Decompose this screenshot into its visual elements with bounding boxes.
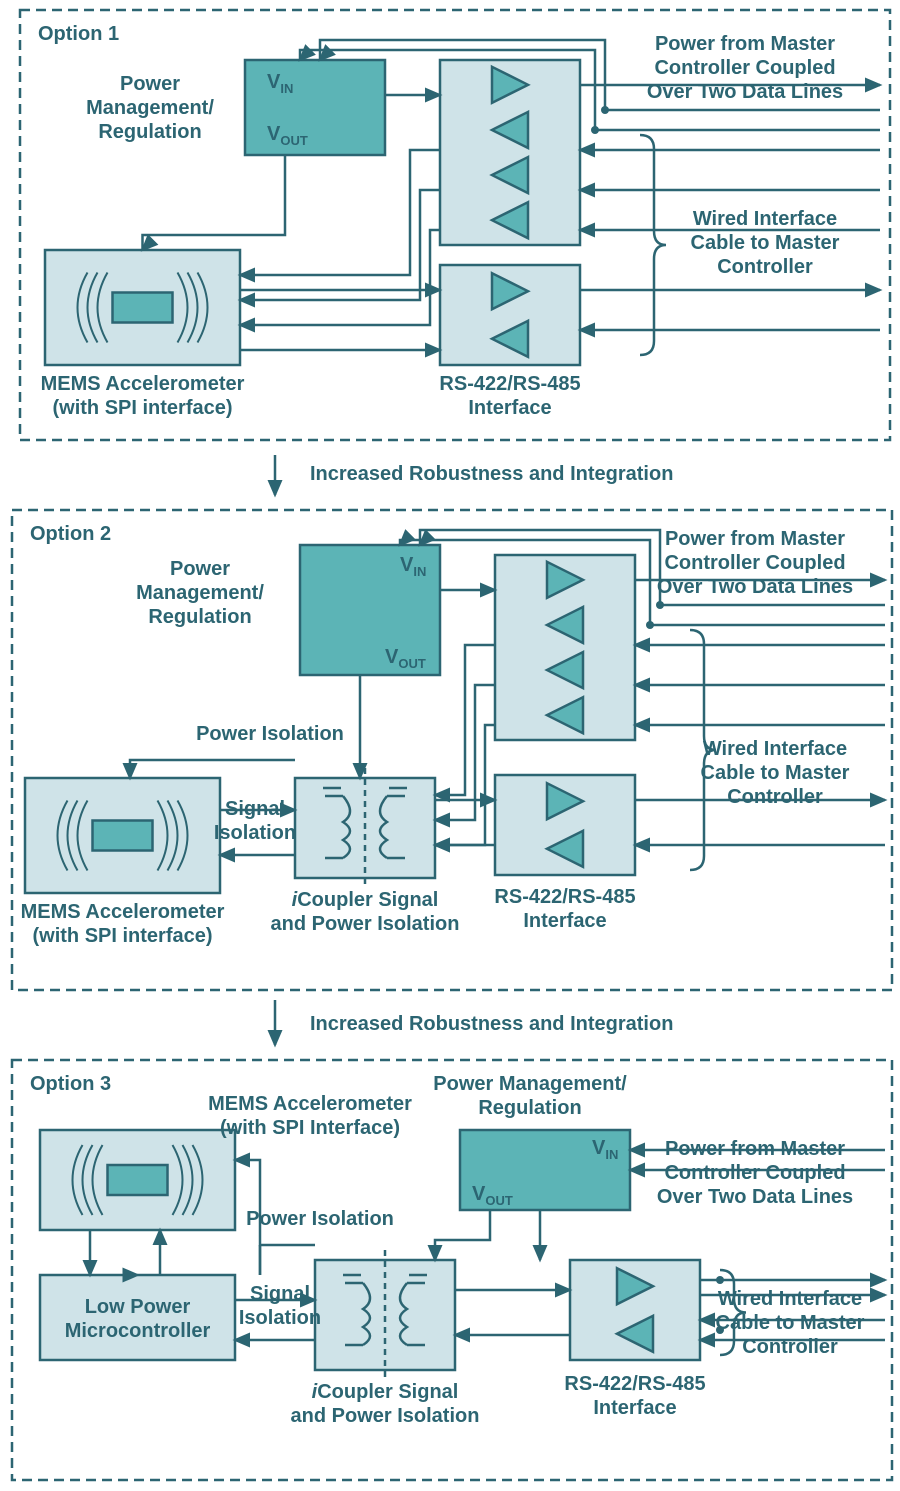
rs-interface <box>495 775 635 875</box>
signal-isolation-label: SignalIsolation <box>239 1283 321 1329</box>
junction <box>646 621 654 629</box>
junction <box>591 126 599 134</box>
power-isolation-label: Power Isolation <box>196 723 344 745</box>
power-isolation-label: Power Isolation <box>246 1208 394 1230</box>
poly <box>435 1210 490 1260</box>
option1-title: Option 1 <box>38 23 119 45</box>
wic-label: Wired InterfaceCable to MasterController <box>691 208 840 278</box>
poly <box>130 760 295 778</box>
mems-chip <box>108 1165 168 1195</box>
option3-title: Option 3 <box>30 1073 111 1095</box>
pfm-label: Power from MasterController CoupledOver … <box>657 1138 853 1208</box>
iri-label: Increased Robustness and Integration <box>310 463 673 485</box>
icoupler-caption: iCoupler Signaland Power Isolation <box>291 1381 480 1427</box>
pmr-label: PowerManagement/Regulation <box>136 558 264 628</box>
mems-chip <box>113 293 173 323</box>
pmr-label: PowerManagement/Regulation <box>86 73 214 143</box>
wic-label: Wired InterfaceCable to MasterController <box>716 1288 865 1358</box>
mems-caption: MEMS Accelerometer(with SPI interface) <box>41 373 245 419</box>
pfm-label: Power from MasterController CoupledOver … <box>647 33 843 103</box>
poly <box>143 155 286 250</box>
junction <box>656 601 664 609</box>
rs-caption: RS-422/RS-485Interface <box>439 373 580 419</box>
brace <box>640 135 666 355</box>
iri-label: Increased Robustness and Integration <box>310 1013 673 1035</box>
power-mgmt-block <box>245 60 385 155</box>
mems-caption: MEMS Accelerometer(with SPI interface) <box>21 901 225 947</box>
junction <box>716 1326 724 1334</box>
mems-caption: MEMS Accelerometer(with SPI Interface) <box>208 1093 412 1139</box>
rs-interface <box>440 265 580 365</box>
icoupler-caption: iCoupler Signaland Power Isolation <box>271 889 460 935</box>
pmr-label: Power Management/Regulation <box>433 1073 627 1119</box>
rs-caption: RS-422/RS-485Interface <box>494 886 635 932</box>
poly <box>235 1160 315 1245</box>
rs-caption: RS-422/RS-485Interface <box>564 1373 705 1419</box>
poly <box>240 150 440 275</box>
pfm-label: Power from MasterController CoupledOver … <box>657 528 853 598</box>
option2-title: Option 2 <box>30 523 111 545</box>
junction <box>601 106 609 114</box>
signal-isolation-label: SignalIsolation <box>214 798 296 844</box>
wic-label: Wired InterfaceCable to MasterController <box>701 738 850 808</box>
rs-interface <box>570 1260 700 1360</box>
mems-chip <box>93 821 153 851</box>
